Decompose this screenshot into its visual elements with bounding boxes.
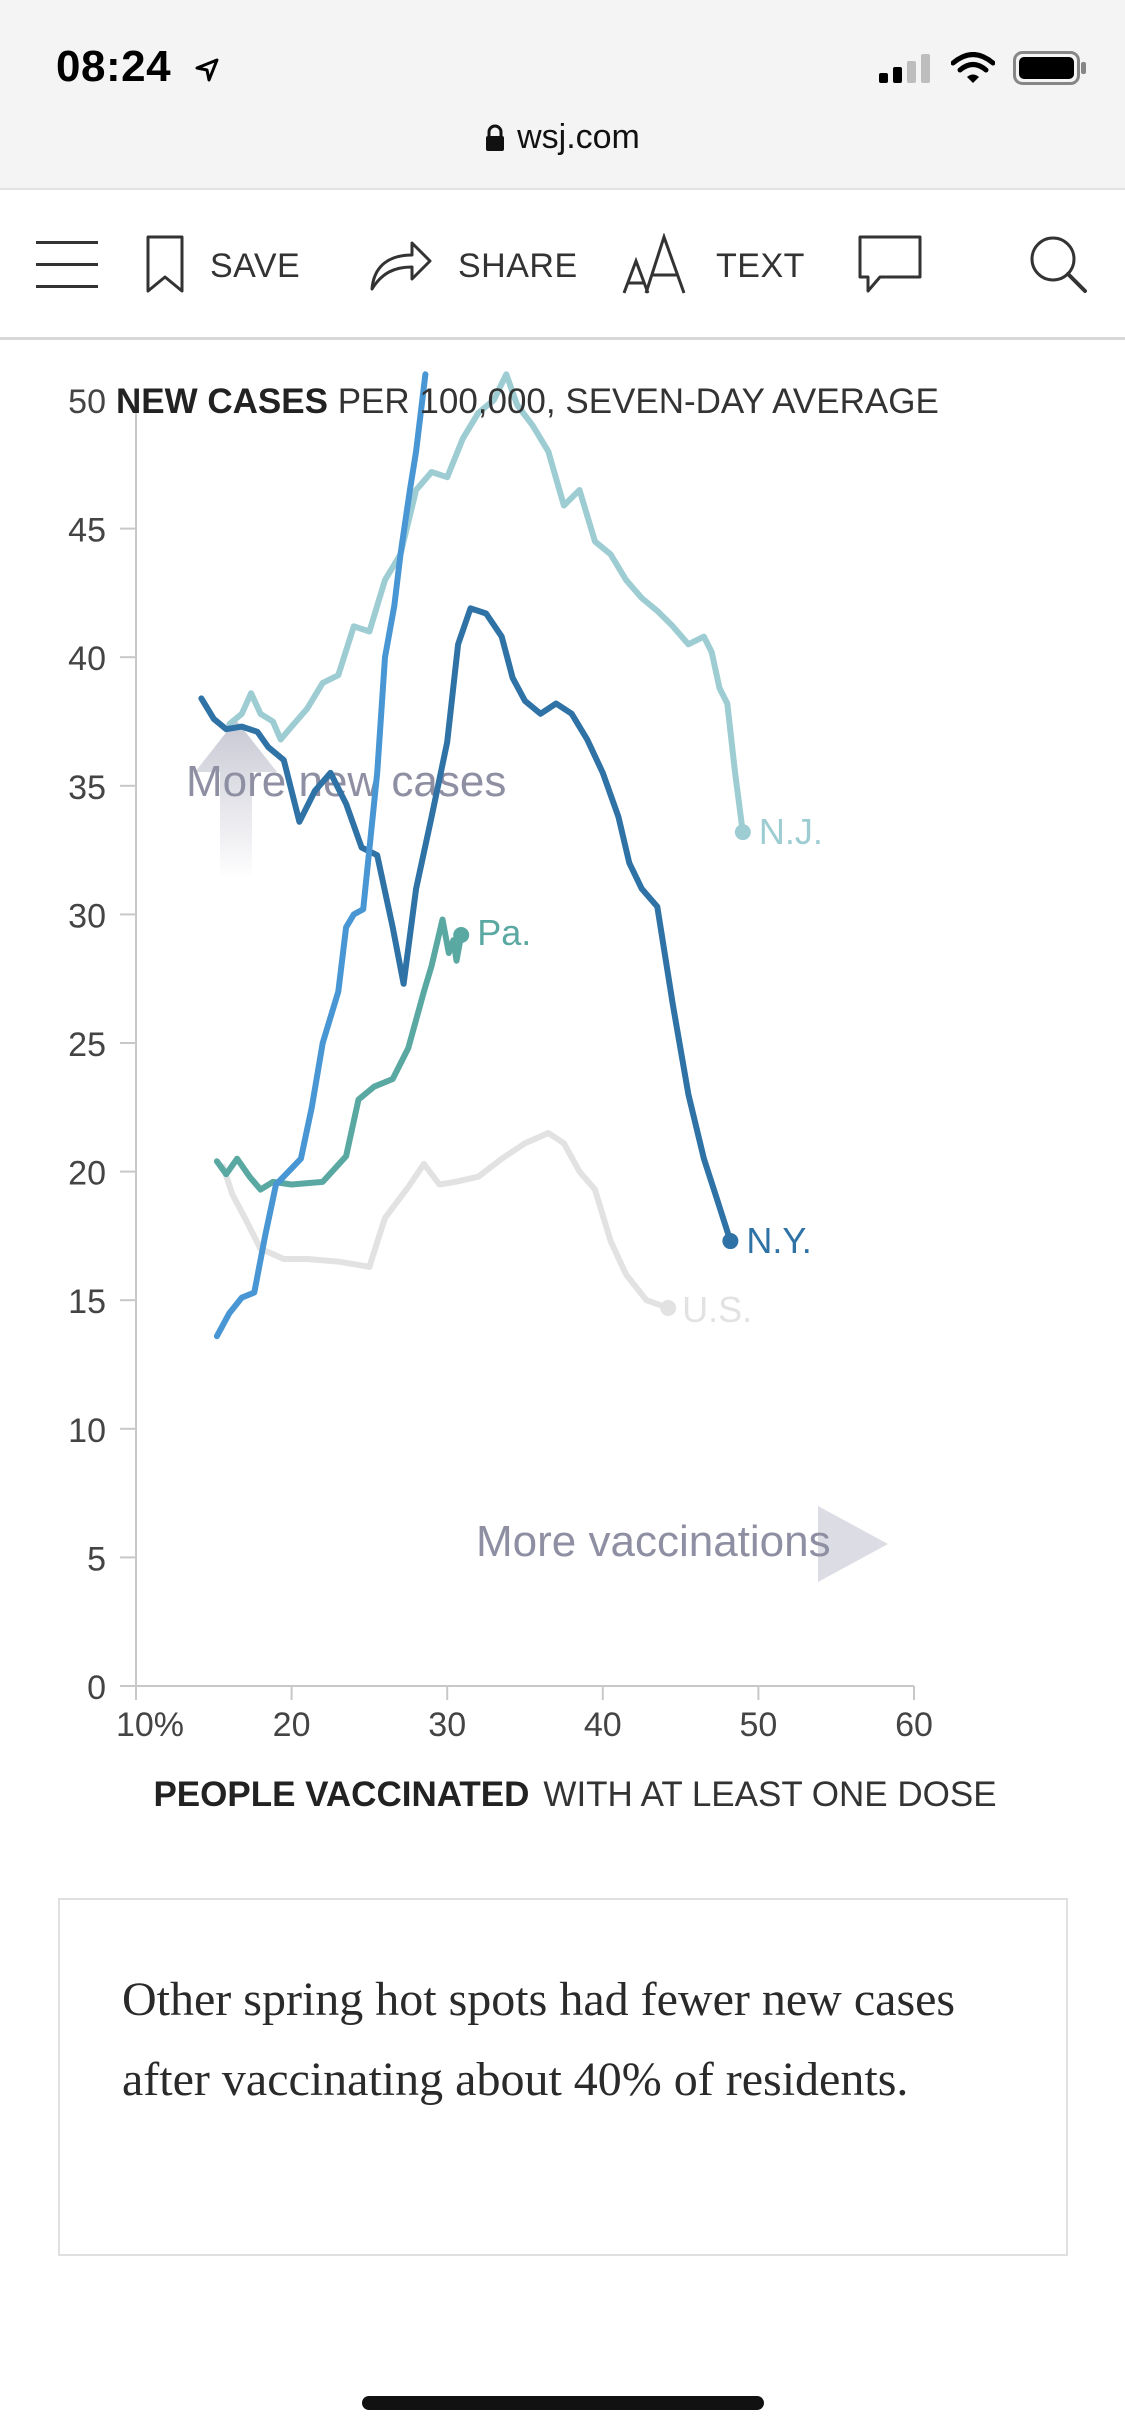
wifi-icon bbox=[950, 51, 996, 89]
x-tick-label: 30 bbox=[428, 1706, 466, 1744]
series-line-nj bbox=[226, 371, 746, 836]
series-line-unlabeled-4 bbox=[213, 371, 429, 1340]
browser-top-chrome: 08:24 bbox=[0, 0, 1125, 190]
series-label-ny: N.Y. bbox=[746, 1220, 811, 1261]
caption-text: Other spring hot spots had fewer new cas… bbox=[122, 1973, 956, 2106]
chart-title-rest: PER 100,000, SEVEN-DAY AVERAGE bbox=[328, 382, 939, 421]
series-endpoint-pa bbox=[453, 926, 470, 943]
lock-icon bbox=[485, 122, 505, 161]
series-endpoint-ny bbox=[722, 1233, 739, 1250]
article-toolbar: SAVE SHARE TEXT bbox=[0, 192, 1125, 340]
series-label-us: U.S. bbox=[682, 1289, 752, 1330]
x-axis-label-rest: WITH AT LEAST ONE DOSE bbox=[543, 1775, 996, 1814]
series-line-ny bbox=[198, 605, 734, 1244]
chart-title: NEW CASES PER 100,000, SEVEN-DAY AVERAGE bbox=[116, 382, 939, 421]
comment-icon bbox=[858, 235, 922, 298]
menu-button[interactable] bbox=[36, 192, 98, 340]
text-size-button[interactable]: TEXT bbox=[622, 192, 805, 340]
status-time: 08:24 bbox=[56, 42, 220, 94]
x-tick-label: 40 bbox=[584, 1706, 622, 1744]
y-tick-label: 35 bbox=[68, 769, 106, 807]
y-tick-label: 15 bbox=[68, 1283, 106, 1321]
status-icons bbox=[879, 50, 1087, 90]
y-tick-label: 0 bbox=[87, 1669, 106, 1707]
series-label-nj: N.J. bbox=[759, 811, 823, 852]
bookmark-icon bbox=[146, 235, 184, 298]
share-label: SHARE bbox=[458, 246, 578, 285]
comments-button[interactable] bbox=[858, 192, 922, 340]
x-tick-label: 10% bbox=[116, 1706, 184, 1744]
x-tick-label: 20 bbox=[273, 1706, 311, 1744]
more-vaccinations-annotation: More vaccinations bbox=[476, 1517, 831, 1566]
save-label: SAVE bbox=[210, 246, 301, 285]
signal-icon bbox=[879, 53, 933, 88]
series-line-pa bbox=[213, 916, 465, 1193]
y-tick-label: 5 bbox=[87, 1540, 106, 1578]
search-button[interactable] bbox=[1028, 192, 1088, 340]
x-tick-label: 60 bbox=[895, 1706, 933, 1744]
home-indicator[interactable] bbox=[362, 2396, 764, 2410]
status-time-text: 08:24 bbox=[56, 42, 172, 91]
text-size-icon bbox=[622, 231, 690, 300]
vaccination-cases-chart: More new cases More vaccinations U.S. Pa. N… bbox=[0, 340, 1125, 1840]
more-cases-arrow-icon bbox=[195, 720, 277, 880]
y-tick-label: 20 bbox=[68, 1155, 106, 1193]
text-label: TEXT bbox=[716, 246, 805, 285]
share-arrow-icon bbox=[368, 235, 432, 298]
y-tick-label: 10 bbox=[68, 1412, 106, 1450]
url-domain: wsj.com bbox=[517, 118, 640, 156]
x-axis-label-bold: PEOPLE VACCINATED bbox=[153, 1775, 529, 1814]
series-endpoint-nj bbox=[734, 824, 751, 841]
y-tick-label: 25 bbox=[68, 1026, 106, 1064]
x-axis-label: PEOPLE VACCINATED WITH AT LEAST ONE DOSE bbox=[153, 1775, 996, 1814]
caption-card: Other spring hot spots had fewer new cas… bbox=[58, 1898, 1068, 2256]
location-arrow-icon bbox=[194, 44, 220, 94]
series-line-us bbox=[220, 1130, 672, 1311]
y-tick-label: 45 bbox=[68, 512, 106, 550]
y-tick-label: 50 bbox=[68, 383, 106, 421]
battery-icon bbox=[1013, 50, 1087, 90]
chart-title-bold: NEW CASES bbox=[116, 382, 328, 421]
x-tick-label: 50 bbox=[739, 1706, 777, 1744]
y-tick-label: 40 bbox=[68, 640, 106, 678]
share-button[interactable]: SHARE bbox=[368, 192, 578, 340]
hamburger-menu-icon bbox=[36, 239, 98, 294]
search-icon bbox=[1028, 234, 1088, 299]
y-tick-label: 30 bbox=[68, 897, 106, 935]
series-label-pa: Pa. bbox=[477, 912, 531, 953]
more-vaccinations-arrow-icon bbox=[818, 1506, 888, 1582]
url-bar[interactable]: wsj.com bbox=[0, 118, 1125, 161]
save-button[interactable]: SAVE bbox=[146, 192, 300, 340]
series-endpoint-us bbox=[660, 1299, 677, 1316]
